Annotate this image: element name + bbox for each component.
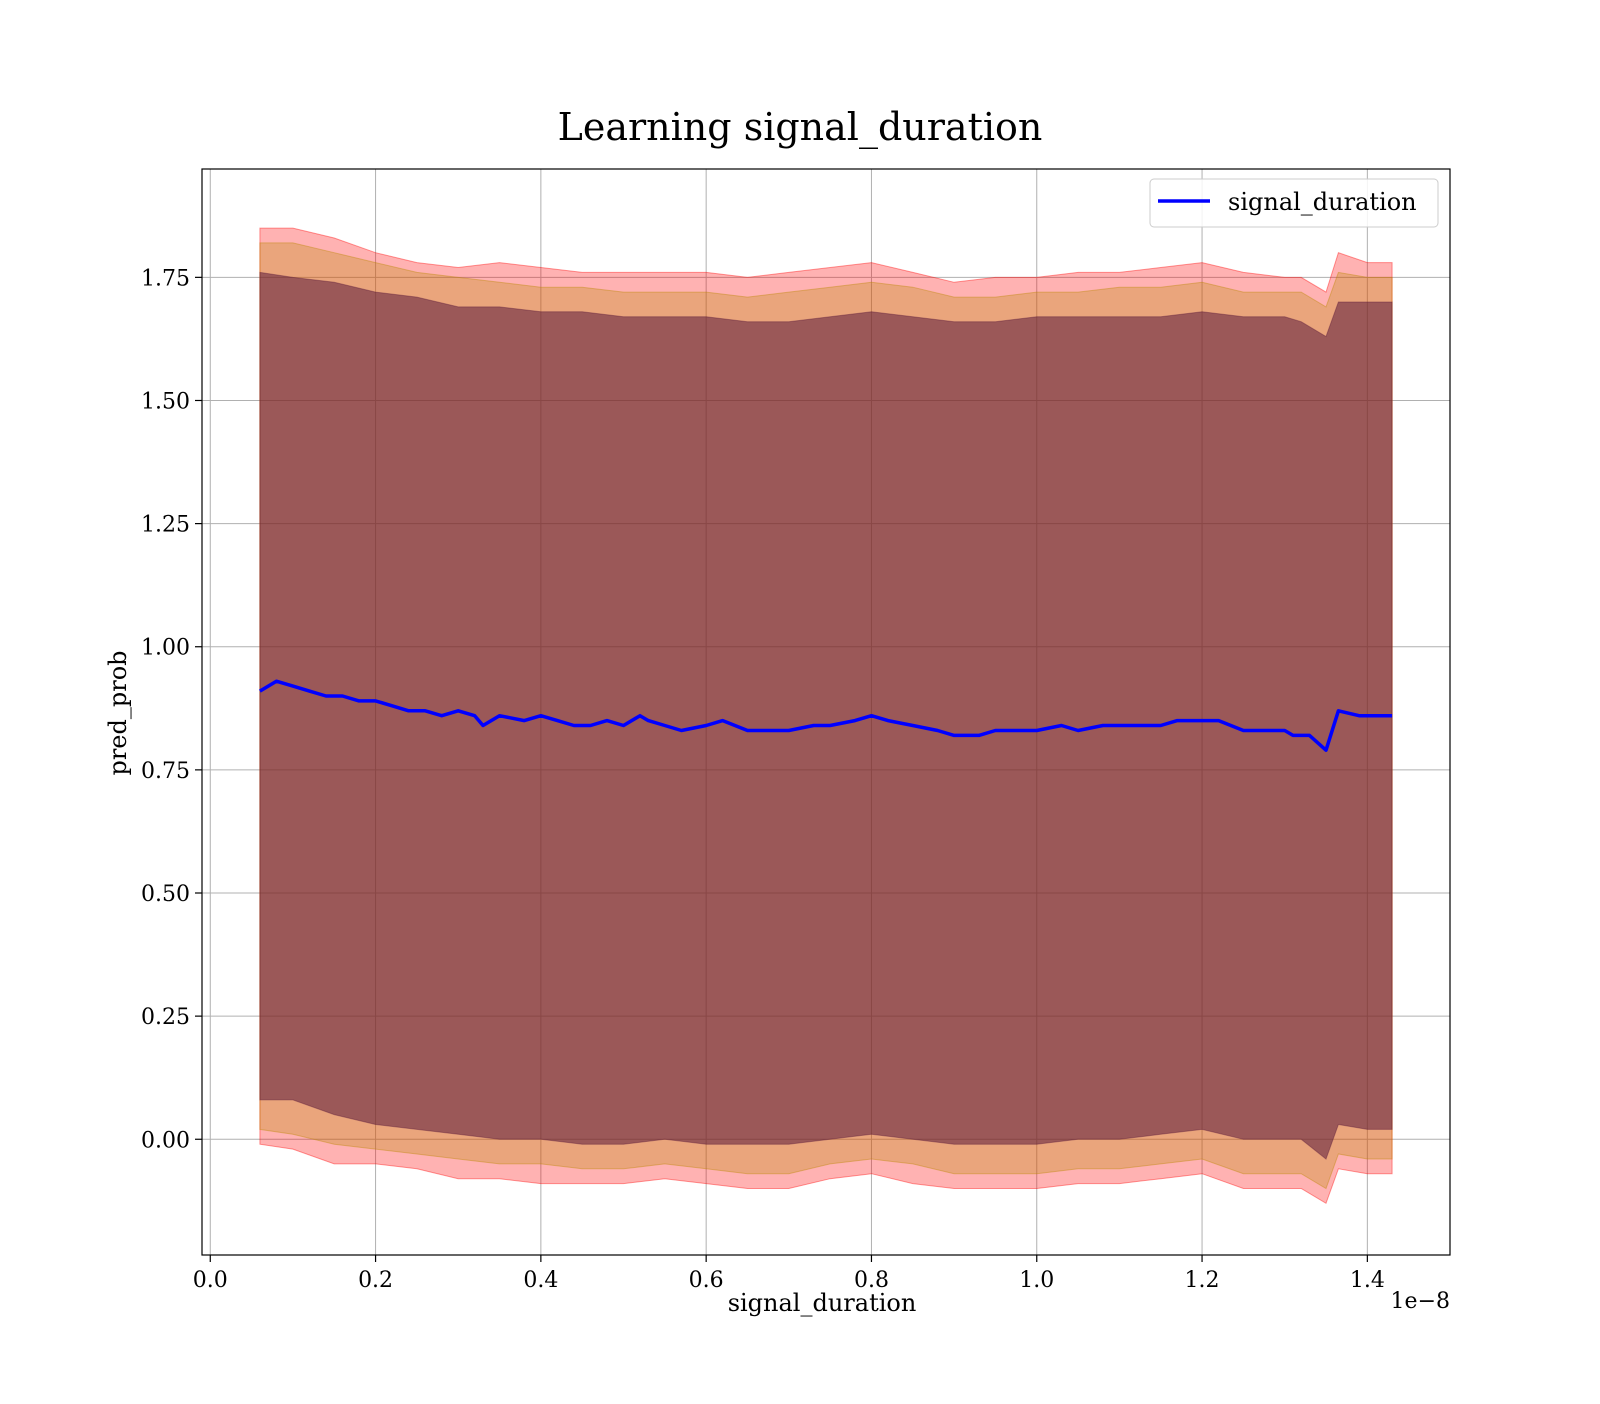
x-tick-label: 0.6 — [689, 1268, 724, 1293]
x-tick-label: 0.8 — [854, 1268, 889, 1293]
x-tick-label: 0.4 — [523, 1268, 558, 1293]
y-tick-label: 1.25 — [141, 513, 190, 538]
y-tick-label: 0.00 — [141, 1128, 190, 1153]
y-tick-label: 1.75 — [141, 266, 190, 291]
x-axis-ticks: 0.0 0.2 0.4 0.6 0.8 1.0 1.2 1.4 — [193, 1255, 1385, 1293]
x-tick-label: 1.0 — [1019, 1268, 1054, 1293]
y-tick-label: 0.50 — [141, 882, 190, 907]
x-tick-label: 0.2 — [358, 1268, 393, 1293]
y-tick-label: 0.25 — [141, 1005, 190, 1030]
x-tick-label: 1.2 — [1185, 1268, 1220, 1293]
x-tick-label: 0.0 — [193, 1268, 228, 1293]
y-tick-label: 0.75 — [141, 759, 190, 784]
x-axis-offset-label: 1e−8 — [1391, 1289, 1450, 1314]
confidence-bands — [259, 227, 1393, 1205]
plot-frame — [201, 168, 1451, 1256]
chart-title: Learning signal_duration — [558, 105, 1043, 150]
y-axis-label: pred_prob — [104, 650, 132, 775]
legend-label-signal-duration: signal_duration — [1228, 188, 1417, 216]
y-tick-label: 1.00 — [141, 636, 190, 661]
band-3 — [259, 271, 1393, 1160]
x-tick-label: 1.4 — [1350, 1268, 1385, 1293]
x-axis-label: signal_duration — [728, 1289, 917, 1317]
series-lines — [258, 679, 1393, 752]
legend: signal_duration — [1149, 178, 1439, 228]
legend-box — [1149, 178, 1439, 228]
y-tick-label: 1.50 — [141, 389, 190, 414]
series-line-signal-duration — [258, 679, 1393, 752]
y-axis-ticks: 0.00 0.25 0.50 0.75 1.00 1.25 1.50 1.75 — [141, 266, 202, 1153]
